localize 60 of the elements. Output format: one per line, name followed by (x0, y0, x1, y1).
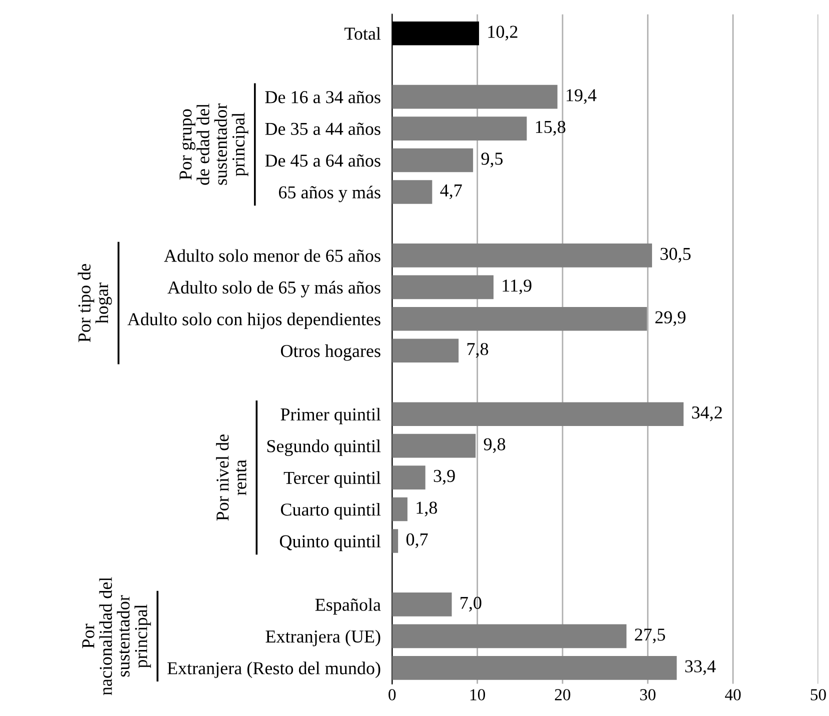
y-tick-label: Primer quintil (280, 408, 381, 424)
y-tick-label: De 45 a 64 años (265, 154, 380, 167)
y-tick-label: 65 años y más (278, 186, 380, 202)
text: Por nivel de renta (216, 434, 246, 521)
data-label: 7,0 (460, 596, 482, 612)
y-tick-label: Tercer quintil (284, 471, 381, 488)
data-label: 9,8 (484, 438, 506, 453)
bar (392, 592, 452, 616)
data-label: 3,9 (434, 470, 455, 485)
y-tick-label: Adulto solo menor de 65 años (164, 249, 380, 262)
x-tick-label: 50 (810, 689, 826, 700)
y-tick-label: Segundo quintil (267, 440, 381, 456)
data-label: 11,9 (502, 280, 532, 294)
text: Por tipo de hogar (78, 264, 112, 342)
x-tick-label: 30 (640, 689, 656, 700)
text: Por nacionalidad del sustentador principal (82, 577, 151, 696)
data-label: 10,2 (488, 26, 518, 40)
bar (392, 497, 408, 522)
y-tick-label: Extranjera (Resto del mundo) (167, 662, 380, 678)
y-tick-label: Extranjera (UE) (266, 630, 380, 646)
bar (392, 244, 652, 268)
bar (392, 434, 476, 458)
data-label: 27,5 (634, 628, 666, 644)
bar (392, 275, 494, 300)
bar (392, 466, 426, 490)
y-tick-label: Quinto quintil (280, 534, 381, 552)
x-tick-label: 40 (724, 689, 741, 700)
bar (392, 529, 398, 553)
bar (392, 624, 626, 648)
text: Por grupo de edad del sustentador principal (180, 103, 248, 185)
bar (392, 116, 527, 140)
data-label: 1,8 (416, 502, 438, 516)
bar (392, 402, 684, 426)
y-tick-label: Cuarto quintil (280, 503, 381, 520)
y-tick-label: Adulto solo con hijos dependientes (127, 312, 380, 330)
data-label: 34,2 (692, 406, 722, 422)
data-label: 30,5 (660, 248, 691, 263)
y-tick-label: Total (344, 27, 381, 40)
data-label: 29,9 (655, 311, 686, 326)
x-tick-label: 0 (388, 689, 396, 700)
data-label: 19,4 (566, 89, 596, 104)
x-tick-label: 20 (554, 689, 570, 700)
data-label: 0,7 (406, 533, 428, 548)
bar (392, 180, 432, 204)
data-label: 15,8 (536, 120, 566, 136)
y-tick-label: De 35 a 44 años (265, 122, 380, 135)
y-tick-label: Española (315, 598, 381, 615)
bar (392, 656, 677, 680)
data-label: 9,5 (481, 152, 503, 168)
y-tick-label: De 16 a 34 años (265, 90, 380, 104)
bar (392, 307, 647, 331)
data-label: 7,8 (467, 342, 488, 358)
x-tick-label: 10 (470, 689, 486, 700)
bar (392, 84, 558, 109)
y-tick-label: Otros hogares (280, 344, 380, 361)
data-label: 33,4 (685, 660, 716, 676)
bar (392, 148, 474, 172)
bar (392, 338, 459, 363)
data-label: 4,7 (440, 184, 462, 200)
y-tick-label: Adulto solo de 65 y más años (168, 280, 380, 298)
